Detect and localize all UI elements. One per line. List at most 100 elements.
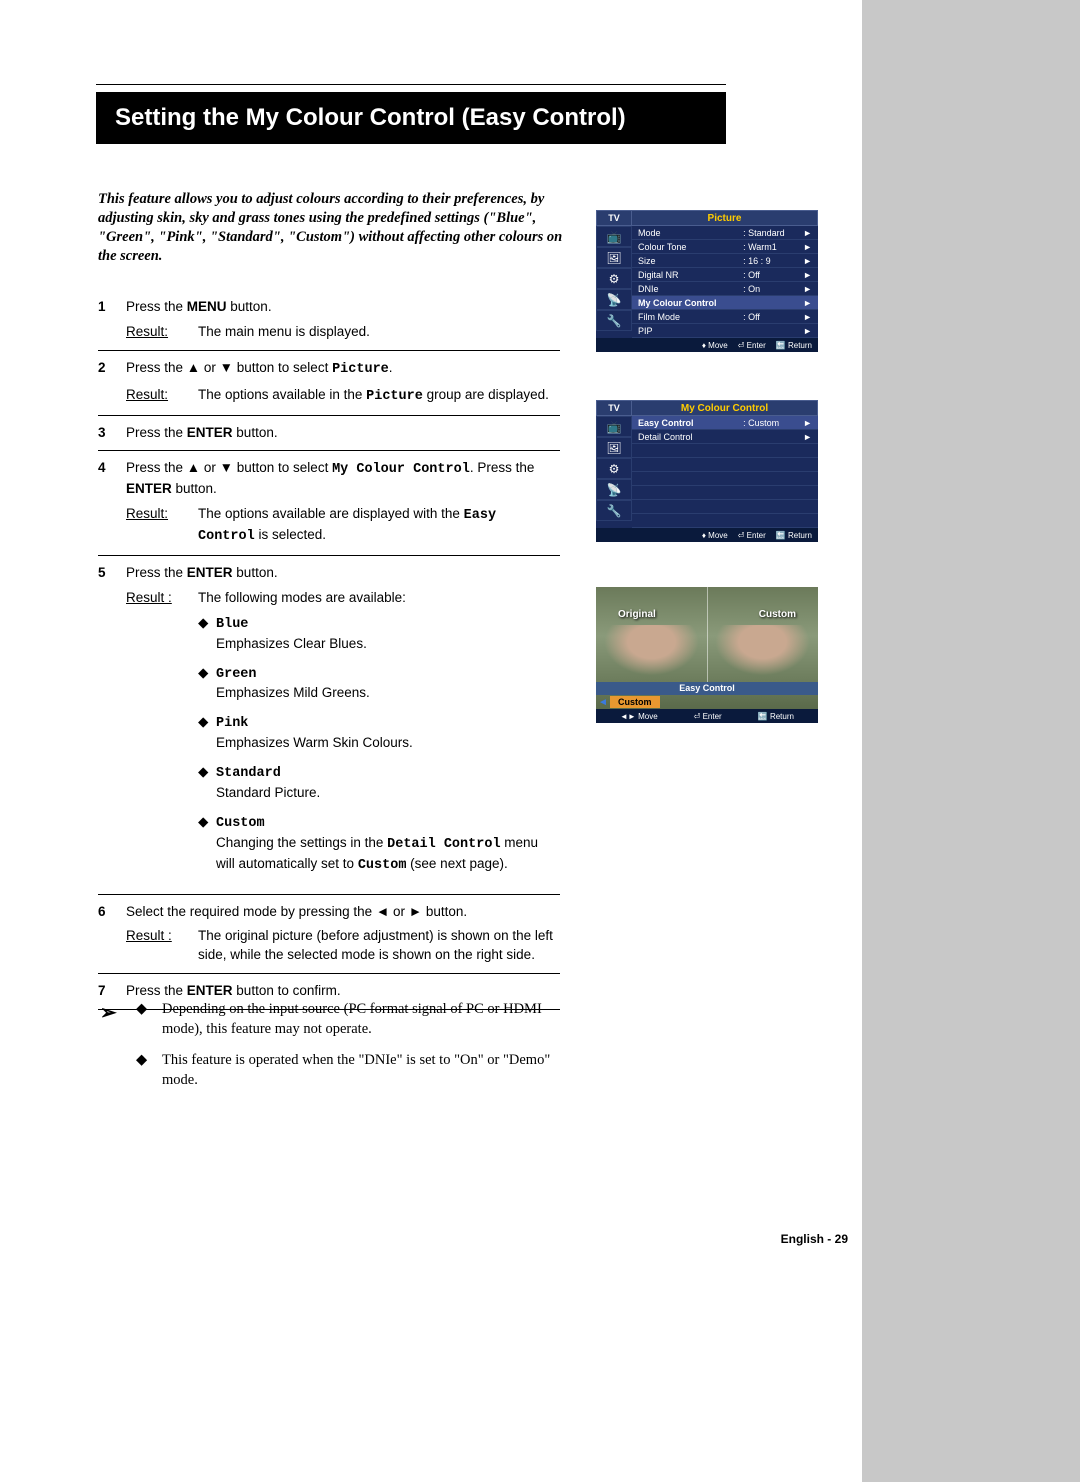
note-text: Depending on the input source (PC format… <box>162 1000 570 1039</box>
step-body: Press the ENTER button. Result : The fol… <box>126 564 560 886</box>
result-row: Result: The options available in the Pic… <box>126 386 560 407</box>
osd-picture-menu: TV Picture 📺 🖼 ⚙ 📡 🔧 Mode: Standard► Col… <box>596 210 818 352</box>
result-label: Result: <box>126 505 198 547</box>
osd-row-film-mode[interactable]: Film Mode: Off► <box>632 310 818 324</box>
diamond-icon: ◆ <box>198 664 216 704</box>
osd-row-blank <box>632 458 818 472</box>
picture-icon: 🖼 <box>596 437 632 458</box>
preview-image: Original Custom Easy Control ◄ Custom <box>596 587 818 709</box>
step-num: 4 <box>98 459 126 547</box>
line-above-title <box>96 84 726 85</box>
step-body: Press the MENU button. Result: The main … <box>126 298 560 342</box>
step-body: Press the ▲ or ▼ button to select My Col… <box>126 459 560 547</box>
gear-icon: ⚙ <box>596 268 632 289</box>
preview-label-original: Original <box>618 609 656 620</box>
step-num: 3 <box>98 424 126 443</box>
osd-row-blank <box>632 472 818 486</box>
step-4: 4 Press the ▲ or ▼ button to select My C… <box>98 450 560 555</box>
preview-person-left <box>596 625 707 681</box>
osd-footer: ♦ Move ⏎ Enter 🔙 Return <box>596 528 818 542</box>
step-body: Press the ENTER button. <box>126 424 560 443</box>
osd-body: 📺 🖼 ⚙ 📡 🔧 Mode: Standard► Colour Tone: W… <box>596 226 818 338</box>
step-num: 2 <box>98 359 126 407</box>
tv-icon: 📺 <box>596 416 632 437</box>
osd-row-colour-tone[interactable]: Colour Tone: Warm1► <box>632 240 818 254</box>
osd-rows: Easy Control: Custom► Detail Control► <box>632 416 818 528</box>
osd-body: 📺 🖼 ⚙ 📡 🔧 Easy Control: Custom► Detail C… <box>596 416 818 528</box>
mode-standard: ◆ StandardStandard Picture. <box>198 763 560 803</box>
osd-row-blank <box>632 486 818 500</box>
mode-pink: ◆ PinkEmphasizes Warm Skin Colours. <box>198 713 560 753</box>
wrench-icon: 🔧 <box>596 310 632 331</box>
diamond-icon: ◆ <box>198 813 216 876</box>
osd-row-blank <box>632 500 818 514</box>
preview-selected-mode: Custom <box>610 696 660 708</box>
page-title: Setting the My Colour Control (Easy Cont… <box>115 104 626 132</box>
note-text: This feature is operated when the "DNIe"… <box>162 1051 570 1090</box>
diamond-icon: ◆ <box>136 1000 162 1039</box>
osd-my-colour-control-menu: TV My Colour Control 📺 🖼 ⚙ 📡 🔧 Easy Cont… <box>596 400 818 542</box>
left-arrow-icon[interactable]: ◄ <box>596 697 610 708</box>
step-5: 5 Press the ENTER button. Result : The f… <box>98 555 560 894</box>
result-row: Result: The options available are displa… <box>126 505 560 547</box>
preview-person-right <box>707 625 818 681</box>
preview-footer: ◄► Move ⏎ Enter 🔙 Return <box>596 709 818 723</box>
result-label: Result : <box>126 589 198 608</box>
manual-page: Setting the My Colour Control (Easy Cont… <box>0 0 1080 1482</box>
mode-blue: ◆ BlueEmphasizes Clear Blues. <box>198 614 560 654</box>
result-row: Result : The original picture (before ad… <box>126 927 560 965</box>
step-num: 5 <box>98 564 126 886</box>
osd-row-detail-control[interactable]: Detail Control► <box>632 430 818 444</box>
osd-row-blank <box>632 514 818 528</box>
mode-green: ◆ GreenEmphasizes Mild Greens. <box>198 664 560 704</box>
note-arrow-icon: ➢ <box>100 1000 136 1039</box>
step-6: 6 Select the required mode by pressing t… <box>98 894 560 974</box>
osd-row-mode[interactable]: Mode: Standard► <box>632 226 818 240</box>
step-num: 6 <box>98 903 126 966</box>
diamond-icon: ◆ <box>136 1051 162 1090</box>
result-label: Result : <box>126 927 198 965</box>
step-3: 3 Press the ENTER button. <box>98 415 560 451</box>
result-text: The options available in the Picture gro… <box>198 386 560 407</box>
tv-icon: 📺 <box>596 226 632 247</box>
page-number: English - 29 <box>781 1232 848 1246</box>
preview-easy-control-bar: Easy Control <box>596 682 818 695</box>
note-2: ◆ This feature is operated when the "DNI… <box>100 1051 570 1090</box>
osd-row-size[interactable]: Size: 16 : 9► <box>632 254 818 268</box>
osd-row-my-colour-control[interactable]: My Colour Control► <box>632 296 818 310</box>
notes-block: ➢ ◆ Depending on the input source (PC fo… <box>100 1000 570 1090</box>
diamond-icon: ◆ <box>198 713 216 753</box>
antenna-icon: 📡 <box>596 479 632 500</box>
intro-text: This feature allows you to adjust colour… <box>98 190 578 265</box>
step-body: Press the ▲ or ▼ button to select Pictur… <box>126 359 560 407</box>
osd-header: TV My Colour Control <box>596 400 818 416</box>
gear-icon: ⚙ <box>596 458 632 479</box>
preview-selection-bar[interactable]: ◄ Custom <box>596 695 818 709</box>
page-title-bar: Setting the My Colour Control (Easy Cont… <box>96 92 726 144</box>
sidebar-gray <box>862 0 1080 1482</box>
osd-header: TV Picture <box>596 210 818 226</box>
wrench-icon: 🔧 <box>596 500 632 521</box>
result-label: Result: <box>126 386 198 407</box>
note-1: ➢ ◆ Depending on the input source (PC fo… <box>100 1000 570 1039</box>
osd-tv-label: TV <box>596 400 632 416</box>
preview-divider <box>707 587 708 682</box>
osd-title: My Colour Control <box>632 400 818 416</box>
result-text: The original picture (before adjustment)… <box>198 927 560 965</box>
step-num: 7 <box>98 982 126 1001</box>
osd-row-pip[interactable]: PIP► <box>632 324 818 338</box>
osd-row-easy-control[interactable]: Easy Control: Custom► <box>632 416 818 430</box>
step-body: Press the ENTER button to confirm. <box>126 982 560 1001</box>
step-num: 1 <box>98 298 126 342</box>
mode-custom: ◆ Custom Changing the settings in the De… <box>198 813 560 876</box>
osd-icon-column: 📺 🖼 ⚙ 📡 🔧 <box>596 416 632 528</box>
osd-icon-column: 📺 🖼 ⚙ 📡 🔧 <box>596 226 632 338</box>
antenna-icon: 📡 <box>596 289 632 310</box>
osd-row-digital-nr[interactable]: Digital NR: Off► <box>632 268 818 282</box>
picture-icon: 🖼 <box>596 247 632 268</box>
result-label: Result: <box>126 323 198 342</box>
diamond-icon: ◆ <box>198 614 216 654</box>
mode-list: ◆ BlueEmphasizes Clear Blues. ◆ GreenEmp… <box>198 614 560 876</box>
osd-row-dnie[interactable]: DNIe: On► <box>632 282 818 296</box>
osd-footer: ♦ Move ⏎ Enter 🔙 Return <box>596 338 818 352</box>
